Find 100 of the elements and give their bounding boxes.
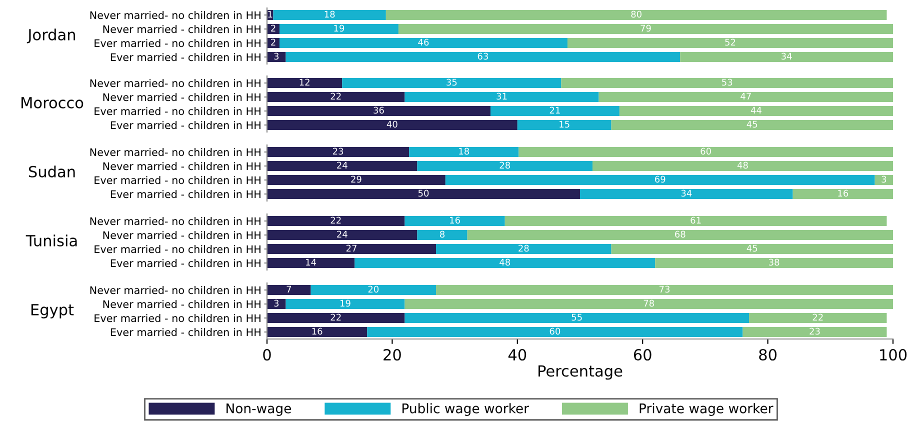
bar: [592, 160, 893, 172]
data-label: 1: [268, 10, 272, 18]
bar: [567, 38, 893, 48]
data-label: 27: [346, 244, 356, 252]
y-tick-label: Ever married - no children in HH: [94, 107, 260, 116]
data-label: 52: [725, 38, 736, 46]
bar: [467, 230, 893, 240]
x-tick-label: 40: [508, 348, 526, 361]
x-axis-title: Percentage: [538, 365, 622, 380]
data-label: 16: [838, 190, 848, 197]
bar: [417, 160, 593, 172]
data-label: 60: [550, 328, 560, 335]
bar: [598, 92, 893, 102]
data-label: 3: [274, 52, 279, 60]
data-label: 46: [418, 38, 429, 46]
data-label: 55: [572, 314, 582, 321]
bar: [280, 38, 568, 48]
data-label: 18: [324, 10, 335, 18]
bar: [267, 78, 342, 88]
y-tick-label: Never married- no children in HH: [90, 286, 260, 294]
bar: [404, 92, 599, 102]
data-label: 38: [769, 258, 780, 266]
data-label: 19: [334, 24, 344, 32]
bar: [749, 312, 887, 324]
y-tick-label: Ever married - children in HH: [110, 259, 260, 268]
bar: [267, 120, 518, 130]
y-tick-label: Ever married - no children in HH: [94, 314, 260, 322]
data-label: 16: [312, 328, 322, 335]
bar: [655, 258, 893, 268]
data-label: 53: [722, 78, 732, 86]
y-tick-label: Never married- no children in HH: [90, 11, 260, 20]
bar: [619, 106, 893, 116]
data-label: 19: [340, 300, 350, 307]
legend-label: Private wage worker: [640, 403, 774, 416]
data-label: 45: [746, 120, 758, 128]
bar: [267, 216, 405, 226]
bar: [267, 230, 418, 240]
bar: [386, 10, 887, 20]
y-tick-label: Never married- no children in HH: [90, 79, 260, 88]
bar: [280, 24, 398, 34]
data-label: 61: [690, 216, 701, 224]
bar: [286, 298, 405, 310]
data-label: 2: [271, 24, 276, 32]
bar: [417, 230, 468, 240]
data-label: 28: [500, 162, 510, 169]
data-label: 50: [418, 190, 429, 197]
data-label: 12: [300, 78, 310, 86]
bar: [436, 284, 893, 296]
x-tick-label: 100: [880, 348, 907, 361]
y-tick-label: Never married - children in HH: [103, 231, 260, 240]
data-label: 22: [812, 314, 823, 320]
y-tick-label: Never married - children in HH: [103, 93, 260, 102]
bar: [490, 106, 620, 116]
bar: [792, 188, 893, 200]
bar: [517, 120, 612, 130]
bar: [404, 298, 893, 310]
data-label: 79: [640, 24, 651, 32]
bar: [286, 52, 680, 62]
data-label: 22: [330, 92, 341, 100]
y-tick-label: Ever married - children in HH: [110, 53, 260, 62]
y-tick-label: Ever married - children in HH: [110, 190, 260, 198]
bar: [267, 326, 368, 338]
data-label: 23: [810, 328, 820, 335]
bar: [267, 52, 286, 62]
data-label: 22: [330, 216, 341, 224]
data-label: 22: [330, 314, 341, 320]
x-tick-label: 60: [634, 348, 652, 361]
data-label: 8: [440, 230, 445, 238]
data-label: 35: [446, 78, 457, 86]
bar: [342, 78, 562, 88]
bar: [267, 244, 436, 254]
bar: [273, 10, 386, 20]
bar: [580, 188, 793, 200]
bar: [518, 146, 893, 158]
bar: [409, 146, 519, 158]
data-label: 2: [271, 38, 276, 46]
bar: [354, 258, 656, 268]
text: Jordan: [26, 28, 76, 44]
bar: [267, 284, 311, 296]
x-tick-label: 20: [384, 348, 401, 361]
data-label: 3: [274, 300, 279, 307]
bar: [561, 78, 893, 88]
data-label: 68: [675, 230, 686, 238]
data-label: 21: [550, 106, 560, 114]
bar: [267, 312, 405, 324]
data-label: 24: [337, 162, 348, 168]
bar: [367, 326, 743, 338]
bar: [742, 326, 887, 338]
data-label: 40: [386, 120, 398, 128]
text: Morocco: [22, 97, 84, 108]
data-label: 18: [459, 148, 470, 155]
x-tick-label: 80: [759, 348, 777, 361]
data-label: 7: [286, 286, 292, 292]
text: Sudan: [28, 166, 75, 178]
data-label: 44: [750, 106, 762, 114]
bar: [680, 52, 893, 62]
data-label: 23: [332, 148, 344, 155]
bar: [404, 216, 505, 226]
data-label: 47: [740, 92, 751, 100]
bar: [267, 106, 490, 116]
